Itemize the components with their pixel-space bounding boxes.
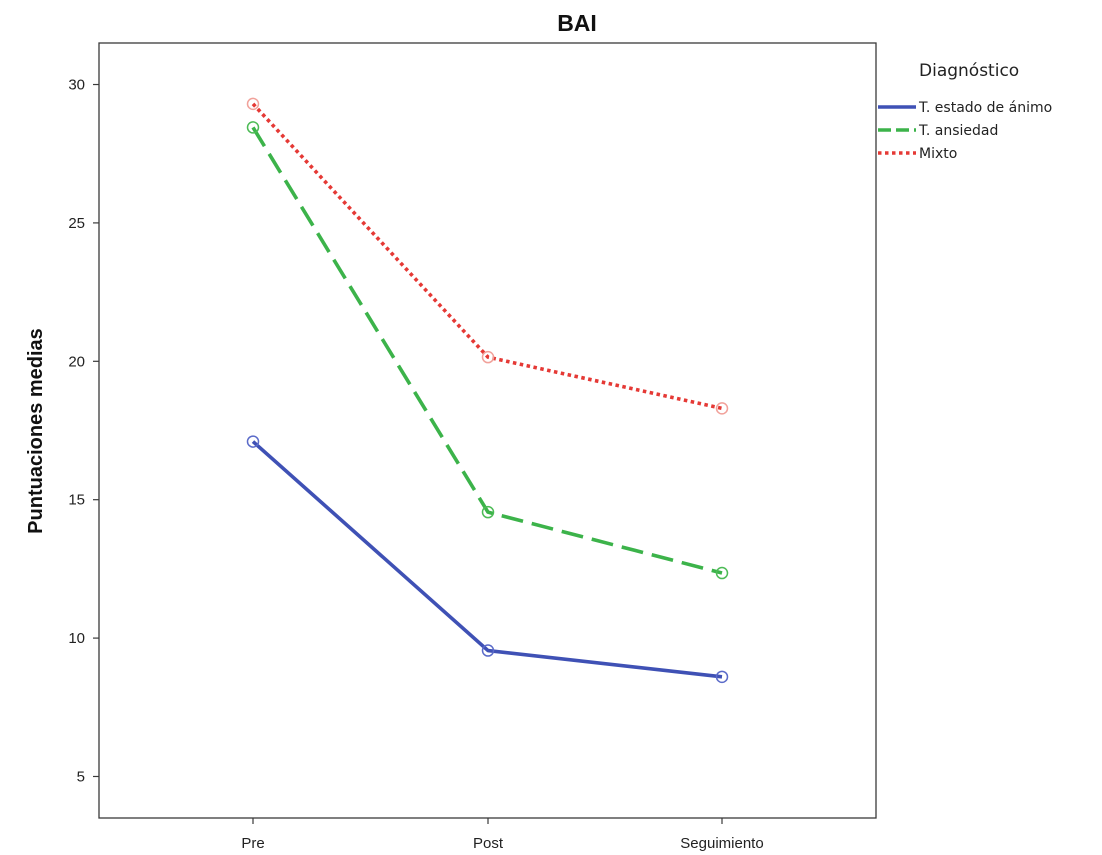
series-line <box>251 440 723 679</box>
y-tick-label: 15 <box>68 492 85 509</box>
series-line <box>251 126 723 575</box>
data-point-marker <box>246 435 260 448</box>
x-axis-ticks: Pre Post Seguimiento <box>241 818 764 852</box>
legend-title: Diagnóstico <box>919 61 1019 81</box>
data-point-marker <box>715 402 729 415</box>
legend-label: Mixto <box>919 146 957 162</box>
x-tick-label: Pre <box>241 835 264 852</box>
plot-area-frame <box>98 42 877 819</box>
legend-label: T. estado de ánimo <box>918 100 1052 116</box>
legend: Diagnóstico T. estado de ánimo T. ansieda… <box>878 61 1052 162</box>
data-point-marker <box>246 121 260 134</box>
legend-label: T. ansiedad <box>918 123 998 139</box>
chart-title: BAI <box>557 10 597 36</box>
data-point-marker <box>481 350 495 364</box>
y-tick-label: 5 <box>77 768 85 785</box>
y-tick-label: 20 <box>68 353 85 370</box>
y-tick-label: 25 <box>68 215 85 232</box>
x-tick-label: Post <box>473 835 504 852</box>
data-point-marker <box>715 566 729 580</box>
data-point-marker <box>715 670 729 684</box>
series-layer <box>246 97 729 684</box>
data-point-marker <box>481 644 495 657</box>
data-point-marker <box>481 505 495 519</box>
legend-items: T. estado de ánimo T. ansiedad Mixto <box>878 100 1052 162</box>
y-tick-label: 10 <box>68 630 85 647</box>
series-line <box>251 102 723 411</box>
data-point-marker <box>246 97 260 111</box>
y-tick-label: 30 <box>68 77 85 94</box>
x-tick-label: Seguimiento <box>680 835 763 852</box>
y-axis-title: Puntuaciones medias <box>25 328 47 534</box>
y-axis-ticks: 5 10 15 20 25 30 <box>68 77 99 785</box>
